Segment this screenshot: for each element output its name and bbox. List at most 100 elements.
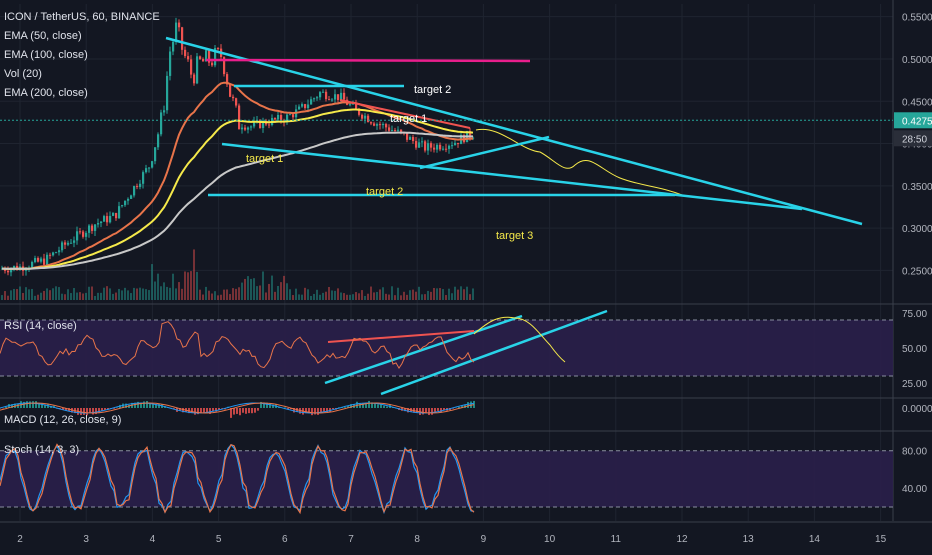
volume-bar [58,287,60,300]
macd-histogram-bar [158,404,160,408]
annotation-target2-upper[interactable]: target 2 [414,84,451,96]
macd-label[interactable]: MACD (12, 26, close, 9) [4,414,121,426]
volume-bar [268,284,270,300]
volume-bar [187,272,189,300]
candle-body [139,184,141,187]
macd-histogram-bar [386,407,388,408]
candle-body [142,172,144,184]
volume-bar [385,294,387,300]
volume-bar [37,295,39,300]
candle-body [454,143,456,145]
x-tick-label: 6 [282,534,288,545]
volume-bar [25,287,27,300]
macd-histogram-bar [26,401,28,408]
candle-body [85,233,87,237]
candle-body [196,56,198,83]
volume-bar [22,293,24,300]
candle-body [43,259,45,265]
indicator-vol-label[interactable]: Vol (20) [4,65,160,84]
candle-body [313,98,315,99]
annotation-target3[interactable]: target 3 [496,230,533,242]
volume-bar [247,276,249,300]
volume-bar [283,276,285,300]
macd-histogram-bar [254,408,256,413]
candle-body [277,115,279,119]
candle-body [268,124,270,125]
indicator-ema50-label[interactable]: EMA (50, close) [4,27,160,46]
volume-bar [328,287,330,300]
candle-body [445,149,447,150]
volume-bar [130,293,132,300]
volume-bar [292,295,294,300]
candle-body [190,59,192,74]
candle-body [319,92,321,97]
macd-histogram-bar [368,401,370,408]
volume-bar [229,294,231,300]
volume-bar [217,295,219,300]
candle-body [94,224,96,230]
candle-body [7,271,9,272]
volume-bar [205,287,207,300]
volume-bar [319,295,321,300]
indicator-ema200-label[interactable]: EMA (200, close) [4,84,160,103]
candle-body [52,252,54,255]
volume-bar [406,295,408,300]
candle-body [82,232,84,237]
volume-bar [337,288,339,300]
volume-bar [277,286,279,300]
volume-bar [100,293,102,300]
volume-bar [19,287,21,300]
rsi-label[interactable]: RSI (14, close) [4,320,77,332]
annotation-target1-lower[interactable]: target 1 [246,153,283,165]
indicator-ema100-label[interactable]: EMA (100, close) [4,46,160,65]
x-tick-label: 5 [216,534,222,545]
x-tick-label: 8 [414,534,420,545]
candle-body [127,199,129,201]
volume-bar [121,290,123,300]
volume-bar [304,288,306,300]
candle-body [241,128,243,130]
volume-bar [394,295,396,300]
candle-body [235,98,237,105]
volume-bar [10,290,12,300]
macd-histogram-bar [203,408,205,413]
volume-bar [364,296,366,300]
rsi-tick-label: 25.00 [902,379,927,390]
candle-body [91,226,93,231]
volume-bar [181,289,183,300]
candle-body [406,133,408,139]
volume-bar [457,290,459,300]
candle-body [325,92,327,99]
annotation-target1-upper[interactable]: target 1 [390,113,427,125]
x-tick-label: 15 [875,534,887,545]
candle-body [88,226,90,233]
candle-body [193,75,195,84]
symbol-title[interactable]: ICON / TetherUS, 60, BINANCE [4,8,160,27]
macd-histogram-bar [206,408,208,412]
volume-bar [226,289,228,300]
price-tick-label: 0.5000 [902,55,932,66]
candle-body [292,114,294,117]
candle-body [367,116,369,122]
annotation-target2-lower[interactable]: target 2 [366,186,403,198]
stoch-label[interactable]: Stoch (14, 3, 3) [4,444,79,456]
macd-histogram-bar [428,408,430,415]
candle-body [232,97,234,98]
macd-histogram-bar [35,401,37,408]
macd-histogram-bar [467,402,469,408]
x-tick-label: 11 [611,534,622,545]
volume-bar [199,290,201,300]
volume-bar [451,293,453,300]
volume-bar [196,272,198,300]
volume-bar [445,295,447,300]
candle-body [55,252,57,253]
candle-body [250,126,252,127]
candle-body [310,99,312,104]
volume-bar [388,295,390,300]
countdown-label: 28:50 [902,134,927,145]
candle-body [400,130,402,132]
volume-bar [160,286,162,300]
volume-bar [109,288,111,300]
volume-bar [361,290,363,300]
